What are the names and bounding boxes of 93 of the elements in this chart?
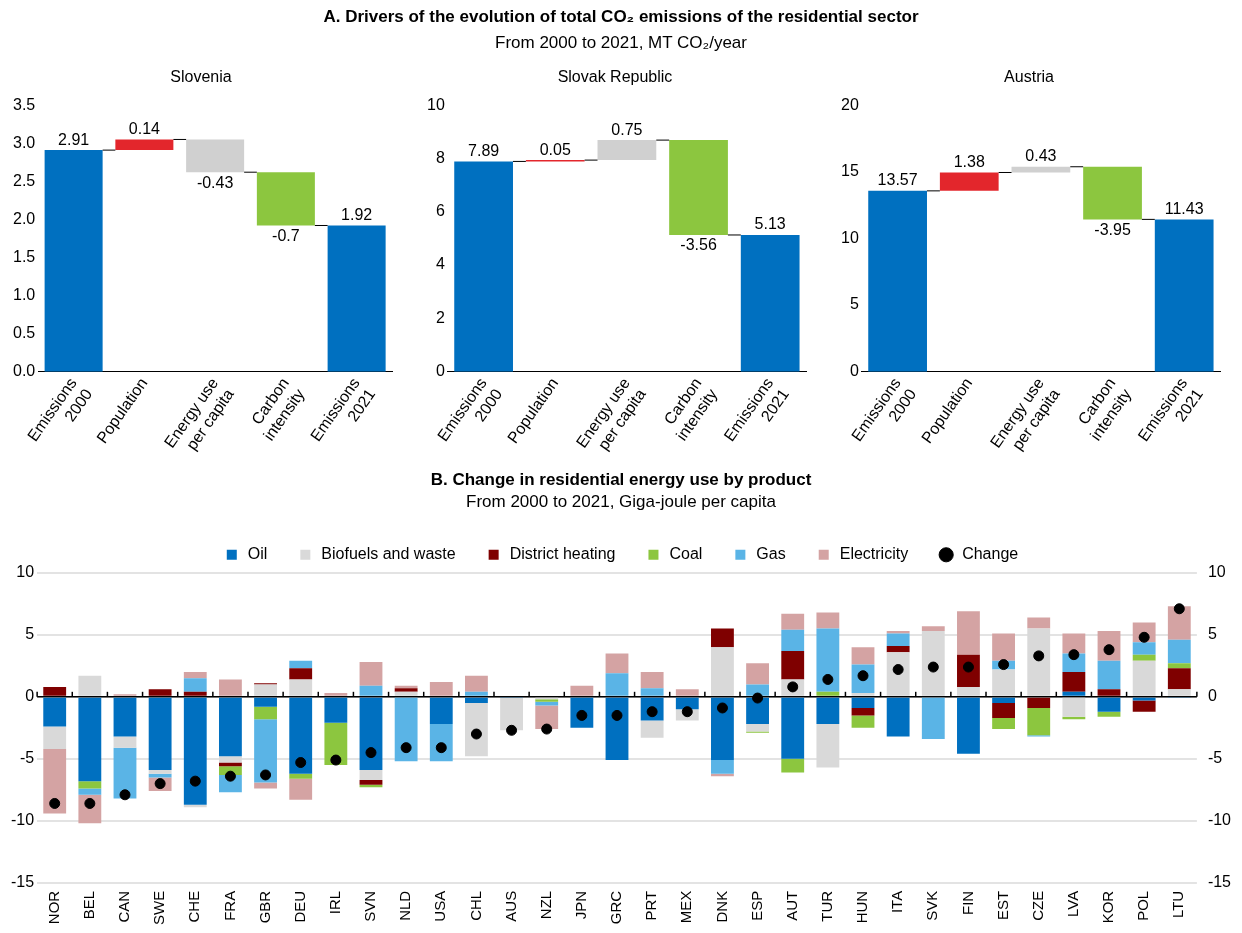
y-tick-label: 0	[435, 362, 445, 380]
data-label: -0.7	[272, 226, 300, 244]
x-tick-label: GBR	[255, 890, 273, 924]
x-tick-label: LTU	[1169, 890, 1187, 919]
data-label: -3.95	[1094, 220, 1131, 238]
data-label: -0.43	[196, 173, 234, 191]
y-tick-label: 15	[841, 162, 859, 180]
x-tick-label: SWE	[150, 890, 168, 925]
chart-title: Slovak Republic	[557, 68, 673, 86]
x-tick-label: TUR	[818, 890, 835, 922]
x-tick-label: NZL	[536, 890, 554, 920]
x-tick-label: SVK	[923, 890, 941, 921]
data-label: 0.75	[611, 120, 643, 138]
data-label: 11.43	[1164, 199, 1204, 217]
y-tick-label: 5	[25, 625, 35, 643]
data-label: 13.57	[877, 171, 918, 189]
y-tick-label: 2	[435, 308, 445, 326]
x-tick-label: CZE	[1028, 890, 1046, 921]
data-label: 1.38	[953, 152, 985, 170]
y-tick-label: 2.0	[12, 209, 36, 227]
x-tick-label: MEX	[677, 890, 695, 924]
y-tick-label: -15	[11, 873, 35, 891]
data-label: 0.43	[1025, 147, 1057, 165]
chart-title: Austria	[1004, 68, 1054, 86]
x-tick-label: FIN	[958, 890, 976, 915]
y-tick-label: 0.0	[12, 362, 36, 380]
y2-tick-label: 5	[1207, 625, 1217, 643]
y-tick-label: 0	[849, 362, 859, 380]
chart-title: Slovenia	[170, 68, 232, 86]
y-tick-label: 20	[841, 95, 859, 113]
legend-label: Coal	[669, 545, 703, 563]
text: A. Drivers of the evolution of total CO₂ emissions of the residential sector	[322, 6, 920, 28]
x-tick-label: CAN	[115, 890, 133, 923]
data-label: 0.05	[539, 140, 571, 158]
text: From 2000 to 2021, MT CO₂/year	[494, 32, 748, 54]
x-tick-label: BEL	[79, 890, 97, 920]
x-tick-label: KOR	[1099, 890, 1117, 924]
data-label: 7.89	[468, 141, 500, 159]
y-tick-label: 3.0	[12, 133, 36, 151]
data-label: 0.14	[128, 119, 161, 137]
y-tick-label: -10	[11, 811, 35, 829]
x-tick-label: NOR	[44, 890, 62, 925]
x-tick-label: EST	[993, 890, 1011, 921]
y2-tick-label: 10	[1207, 563, 1226, 581]
x-tick-label: LVA	[1064, 890, 1082, 917]
x-tick-label: CHL	[466, 890, 484, 921]
x-tick-label: PRT	[642, 890, 660, 921]
y-tick-label: 2.5	[12, 171, 36, 189]
x-tick-label: USA	[431, 890, 449, 922]
x-tick-label: AUS	[501, 890, 519, 922]
y-tick-label: -5	[19, 749, 35, 767]
chart-subtitle: From 2000 to 2021, Giga-joule per capita	[466, 492, 777, 512]
x-tick-label: NLD	[396, 890, 414, 921]
legend-label: District heating	[509, 545, 616, 563]
y-tick-label: 10	[841, 228, 859, 246]
y-tick-label: 10	[16, 563, 35, 581]
x-tick-label: ITA	[888, 890, 906, 914]
y2-tick-label: -15	[1207, 873, 1232, 891]
x-tick-label: AUT	[782, 890, 800, 921]
chart-title: B. Change in residential energy use by product	[430, 469, 812, 489]
y-tick-label: 4	[435, 255, 445, 273]
data-label: 2.91	[58, 130, 90, 148]
x-tick-label: SVN	[361, 890, 379, 922]
x-tick-label: HUN	[853, 890, 871, 924]
legend-label: Electricity	[839, 545, 909, 563]
legend-label: Biofuels and waste	[321, 545, 456, 563]
x-tick-label: ESP	[747, 890, 765, 921]
y-tick-label: 1.5	[12, 247, 36, 265]
data-label: -3.56	[680, 236, 717, 254]
x-tick-label: DNK	[712, 890, 730, 923]
y-tick-label: 10	[427, 95, 445, 113]
y-tick-label: 0.5	[12, 324, 36, 342]
y-tick-label: 1.0	[12, 285, 36, 303]
y-tick-label: 8	[435, 148, 445, 166]
data-label: 1.92	[341, 205, 373, 223]
x-tick-label: FRA	[220, 890, 238, 921]
x-tick-label: JPN	[572, 890, 589, 920]
x-tick-label: DEU	[290, 890, 308, 923]
y2-tick-label: -5	[1207, 749, 1223, 767]
y-tick-label: 6	[435, 202, 445, 220]
x-tick-label: GRC	[607, 890, 625, 925]
legend-label: Gas	[756, 545, 786, 563]
y2-tick-label: -10	[1207, 811, 1232, 829]
y-tick-label: 0	[25, 687, 35, 705]
legend-label: Change	[962, 545, 1019, 563]
x-tick-label: POL	[1134, 890, 1152, 921]
x-tick-label: IRL	[325, 890, 343, 915]
y-tick-label: 3.5	[12, 95, 36, 113]
legend-label: Oil	[247, 545, 268, 563]
data-label: 5.13	[754, 215, 786, 233]
y-tick-label: 5	[849, 295, 859, 313]
y2-tick-label: 0	[1207, 687, 1217, 705]
x-tick-label: CHE	[185, 890, 203, 923]
